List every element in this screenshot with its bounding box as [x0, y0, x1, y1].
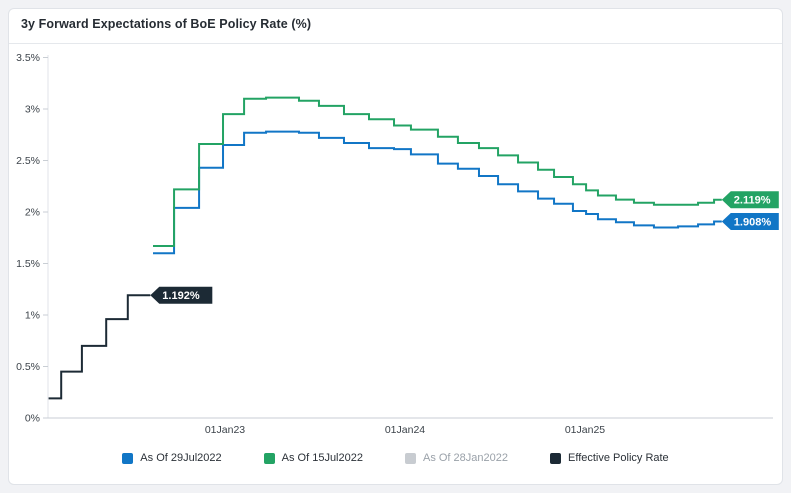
legend-swatch-icon [550, 452, 561, 464]
chart-card: 0% 0.5% 1% 1.5% 2% 2.5% 3% 3.5% 01Jan23 01Jan24 01… [8, 8, 783, 485]
series-end-value: 1.192% [162, 290, 200, 302]
series-end-value: 2.119% [734, 195, 771, 207]
y-tick-label: 3.5% [16, 52, 40, 64]
legend-item-2[interactable]: As Of 28Jan2022 [404, 452, 508, 464]
legend-item-3[interactable]: Effective Policy Rate [550, 452, 669, 464]
chart-area[interactable]: 0% 0.5% 1% 1.5% 2% 2.5% 3% 3.5% 01Jan23 01Jan24 01… [9, 9, 782, 484]
legend-swatch-icon [404, 452, 416, 464]
page-title: 3y Forward Expectations of BoE Policy Ra… [21, 17, 312, 31]
y-tick-label: 2.5% [16, 155, 40, 167]
y-tick-label: 1.5% [16, 258, 40, 270]
legend-item-1[interactable]: As Of 15Jul2022 [263, 452, 363, 464]
series-end-value: 1.908% [734, 216, 772, 228]
y-tick-label: 0% [25, 413, 40, 425]
y-tick-label: 3% [25, 104, 40, 116]
series-end-tag [721, 212, 779, 230]
legend-label: Effective Policy Rate [568, 452, 669, 464]
chart-legend: As Of 29Jul2022 As Of 15Jul2022 As Of 28Ja… [9, 452, 782, 464]
legend-label: As Of 15Jul2022 [281, 452, 363, 464]
chart-title-bar: 3y Forward Expectations of BoE Policy Ra… [9, 9, 782, 44]
legend-label: As Of 28Jan2022 [422, 452, 508, 464]
x-tick-label: 01Jan24 [385, 424, 425, 436]
legend-swatch-icon [263, 452, 275, 464]
x-tick-label: 01Jan25 [565, 424, 605, 436]
series-line[interactable] [48, 294, 151, 400]
series-end-tag [721, 191, 779, 209]
y-tick-label: 1% [25, 310, 40, 322]
series-line[interactable] [153, 96, 722, 247]
chart-svg[interactable]: 0% 0.5% 1% 1.5% 2% 2.5% 3% 3.5% 01Jan23 01Jan24 01… [9, 9, 782, 484]
x-tick-label: 01Jan23 [205, 424, 245, 436]
y-tick-label: 2% [25, 207, 40, 219]
series-end-tag [150, 286, 213, 304]
legend-swatch-icon [122, 452, 134, 464]
legend-item-0[interactable]: As Of 29Jul2022 [122, 452, 222, 464]
series-line[interactable] [153, 130, 722, 255]
legend-label: As Of 29Jul2022 [140, 452, 222, 464]
y-tick-label: 0.5% [16, 361, 40, 373]
